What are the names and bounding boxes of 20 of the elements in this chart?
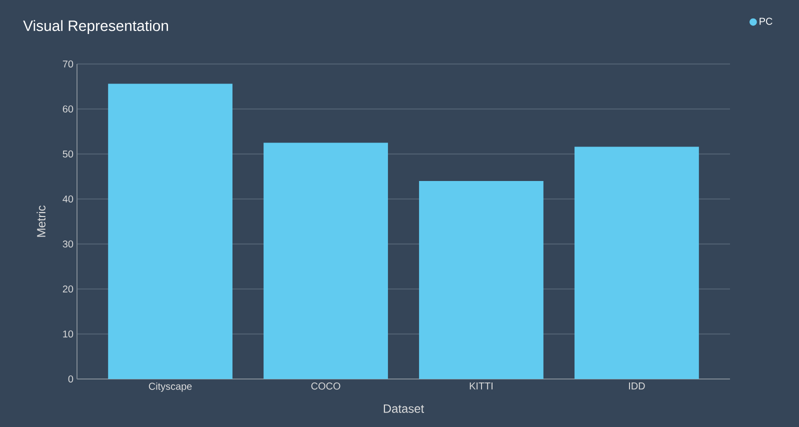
y-tick-label: 40	[62, 195, 74, 203]
bar	[419, 181, 544, 379]
y-tick-label: 50	[62, 150, 74, 158]
y-tick-label: 60	[62, 105, 74, 113]
chart-title: Visual Representation	[23, 20, 168, 34]
y-tick-label: 10	[63, 330, 74, 338]
y-tick-label: 20	[62, 285, 74, 293]
y-axis-title: Metric	[36, 206, 46, 237]
x-tick-label: IDD	[629, 382, 645, 390]
x-tick-label: COCO	[311, 382, 340, 390]
x-tick-label: KITTI	[470, 382, 492, 390]
x-tick-label: Cityscape	[148, 382, 192, 392]
bar	[108, 84, 232, 379]
y-tick-label: 70	[62, 60, 74, 68]
bar	[574, 146, 699, 379]
y-tick-label: 30	[62, 240, 74, 248]
x-axis-title: Dataset	[384, 404, 424, 413]
bar	[264, 142, 388, 379]
legend-label: PC	[760, 18, 772, 25]
y-tick-label: 0	[68, 375, 74, 383]
